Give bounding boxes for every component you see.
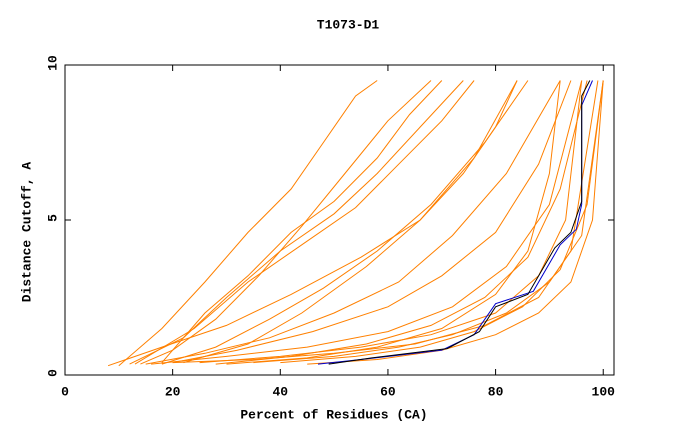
chart-title: T1073-D1 [317,17,380,32]
y-axis-label: Distance Cutoff, A [19,162,34,303]
curve [307,80,604,365]
curve [107,80,518,367]
y-tick-label: 5 [45,214,60,222]
x-tick-label: 60 [380,384,396,399]
curve [328,80,591,365]
y-tick-label: 10 [45,55,60,71]
curve [226,80,561,365]
x-axis-label: Percent of Residues (CA) [240,407,427,422]
curve [253,80,604,364]
curve [151,80,583,365]
x-tick-label: 0 [61,384,69,399]
y-tick-label: 0 [45,369,60,377]
curve [134,80,475,365]
x-tick-label: 40 [272,384,288,399]
curve [161,80,529,365]
x-tick-label: 100 [592,384,616,399]
curve [161,80,443,363]
curve [215,80,588,365]
curve [280,80,604,364]
curves [107,80,604,367]
curve [145,80,561,365]
x-tick-label: 80 [488,384,504,399]
curve [183,80,518,364]
x-tick-label: 20 [165,384,181,399]
curve [118,80,378,367]
curve [172,80,572,364]
curve [199,80,583,364]
